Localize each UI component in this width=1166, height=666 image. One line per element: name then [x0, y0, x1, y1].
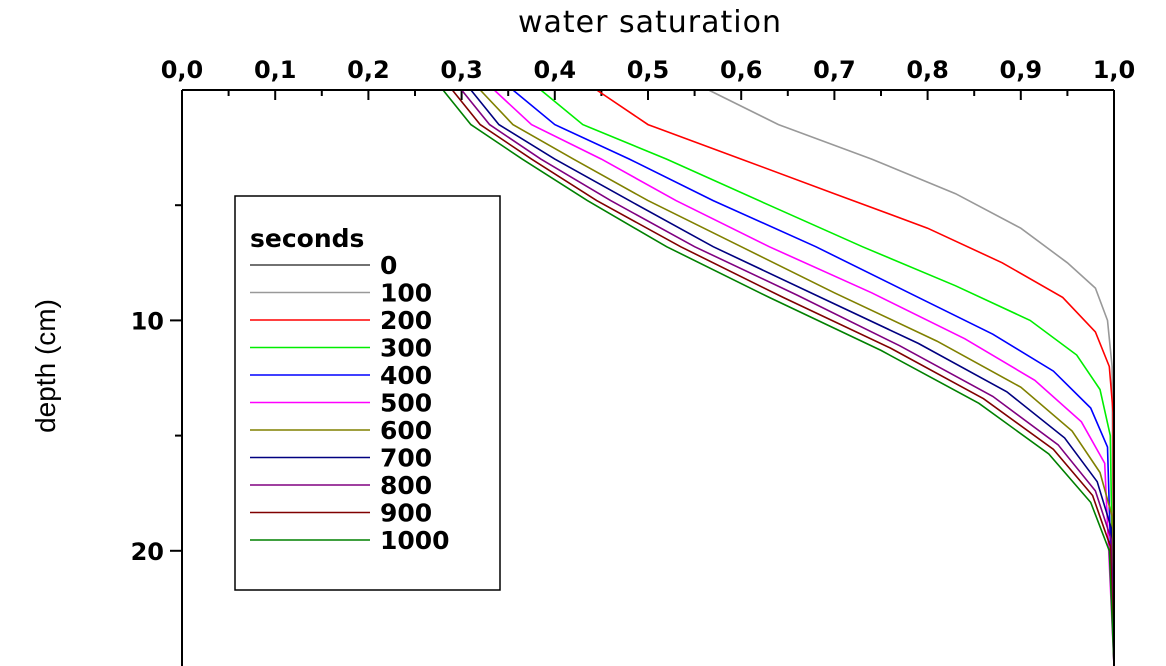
- x-tick-label: 0,8: [906, 56, 949, 84]
- legend-entry: 700: [380, 444, 432, 473]
- x-tick-label: 0,1: [254, 56, 297, 84]
- series-lines: [442, 89, 1115, 666]
- x-tick-label: 0,9: [1000, 56, 1043, 84]
- series-line-800: [460, 89, 1115, 666]
- legend-entry: 300: [380, 334, 432, 363]
- legend-title: seconds: [250, 224, 364, 253]
- x-tick-label: 1,0: [1093, 56, 1136, 84]
- series-line-300: [540, 89, 1115, 666]
- x-tick-label: 0,5: [627, 56, 670, 84]
- series-line-200: [596, 89, 1115, 666]
- legend-entry: 100: [380, 279, 432, 308]
- legend-entry: 400: [380, 361, 432, 390]
- legend-box: [234, 195, 501, 591]
- y-axis-ticks: 10 20: [131, 204, 182, 566]
- y-tick-label: 10: [131, 307, 164, 335]
- series-line-700: [470, 89, 1115, 666]
- legend-entry: 200: [380, 306, 432, 335]
- series-line-100: [708, 89, 1115, 666]
- legend-entry: 600: [380, 416, 432, 445]
- chart-title: water saturation: [518, 5, 782, 40]
- x-tick-label: 0,3: [440, 56, 483, 84]
- legend-entry: 800: [380, 471, 432, 500]
- x-tick-label: 0,2: [347, 56, 390, 84]
- series-line-600: [479, 89, 1115, 666]
- x-tick-label: 0,6: [720, 56, 763, 84]
- x-tick-label: 0,0: [161, 56, 204, 84]
- legend-entry: 900: [380, 499, 432, 528]
- y-tick-label: 20: [131, 538, 164, 566]
- x-tick-label: 0,4: [534, 56, 577, 84]
- legend-entry: 0: [380, 251, 397, 280]
- series-line-900: [451, 89, 1115, 666]
- plot-frame: [181, 89, 1115, 666]
- legend-entry: 1000: [380, 526, 450, 555]
- legend-entry: 500: [380, 389, 432, 418]
- series-line-500: [493, 89, 1115, 666]
- x-tick-label: 0,7: [813, 56, 856, 84]
- series-line-400: [512, 89, 1115, 666]
- series-line-1000: [442, 89, 1115, 666]
- y-axis-label: depth (cm): [30, 299, 61, 433]
- x-axis-ticks: 0,0 0,1 0,2 0,3 0,4 0,5 0,6 0,7 0,8 0,9 1,0: [161, 56, 1136, 100]
